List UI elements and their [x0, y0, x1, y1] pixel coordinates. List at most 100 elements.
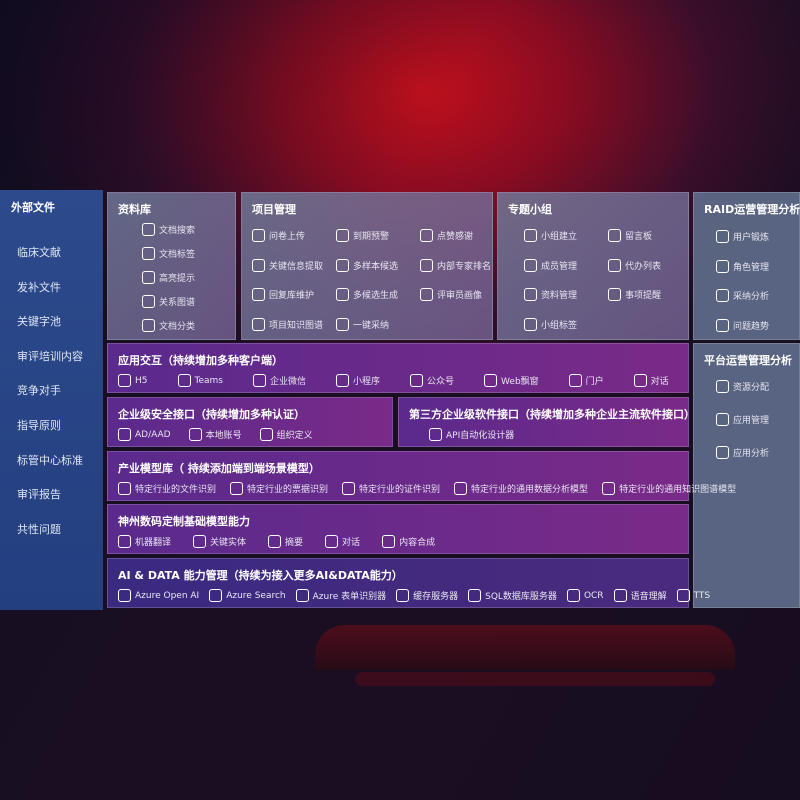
item-row: 机器翻译 关键实体 摘要 对话 内容合成	[118, 535, 457, 548]
menu-item[interactable]: 资源分配	[716, 380, 769, 393]
menu-item-label: 高亮提示	[159, 274, 196, 284]
menu-item[interactable]: 关键实体	[193, 535, 246, 548]
panel-title: 平台运营管理分析	[704, 354, 792, 367]
menu-item[interactable]: 摘要	[268, 535, 303, 548]
menu-item[interactable]: Web飘窗	[484, 374, 539, 387]
menu-item[interactable]: Teams	[177, 374, 223, 387]
menu-item[interactable]: Azure Search	[209, 589, 286, 602]
menu-item[interactable]: 高亮提示	[142, 271, 195, 284]
menu-item[interactable]: 小程序	[336, 374, 380, 387]
user-icon	[420, 288, 433, 301]
teams-icon	[177, 374, 191, 387]
menu-item[interactable]: 资料管理	[524, 288, 577, 301]
menu-item[interactable]: 企业微信	[252, 374, 306, 387]
panel-title: AI & DATA 能力管理（持续为接入更多AI&DATA能力）	[118, 569, 403, 582]
menu-item[interactable]: AD/AAD	[118, 428, 171, 441]
puzzle-icon	[336, 288, 349, 301]
menu-item[interactable]: 角色管理	[716, 259, 770, 273]
menu-item[interactable]: 应用管理	[716, 413, 769, 426]
sidebar-item[interactable]: 关键字池	[17, 315, 61, 329]
menu-item-label: 多样本候选	[353, 261, 399, 272]
panel-library: 资料库 文档搜索 文档标签 高亮提示 关系图谱 文档分类	[107, 192, 236, 340]
menu-item[interactable]: 组织定义	[259, 428, 313, 441]
tag-icon	[142, 247, 155, 260]
menu-item[interactable]: 用户锻炼	[716, 230, 769, 243]
sidebar-item[interactable]: 标管中心标准	[17, 453, 83, 467]
menu-item[interactable]: 语音理解	[613, 589, 667, 602]
menu-item[interactable]: 本地账号	[188, 428, 242, 441]
menu-item[interactable]: 特定行业的证件识别	[342, 482, 440, 495]
panel-raid: RAID运营管理分析 用户锻炼 角色管理 采纳分析 问题趋势	[693, 192, 800, 340]
menu-item[interactable]: 内部专家排名	[420, 258, 491, 272]
menu-item[interactable]: 文档分类	[142, 319, 195, 332]
stand-base-decoration	[355, 672, 715, 686]
sidebar-item[interactable]: 指导原则	[17, 419, 61, 432]
menu-item[interactable]: 文档标签	[142, 247, 195, 260]
id-card-icon	[716, 230, 729, 243]
menu-item[interactable]: 事项提醒	[608, 288, 661, 301]
menu-item[interactable]: OCR	[566, 589, 604, 602]
menu-item[interactable]: 多候选生成	[336, 288, 398, 301]
menu-item[interactable]: API自动化设计器	[429, 428, 514, 441]
menu-item-label: 角色管理	[733, 262, 770, 273]
menu-item[interactable]: 问卷上传	[252, 229, 305, 242]
menu-item[interactable]: 采纳分析	[716, 289, 769, 302]
menu-item[interactable]: 小组标签	[524, 317, 577, 331]
menu-item[interactable]: 内容合成	[382, 535, 435, 548]
menu-item[interactable]: SQL数据库服务器	[468, 589, 557, 602]
menu-item[interactable]: TTS	[676, 589, 710, 602]
menu-item-label: 小程序	[353, 377, 381, 387]
menu-item[interactable]: 关系图谱	[142, 295, 195, 308]
item-row: API自动化设计器	[429, 428, 514, 441]
ranking-icon	[420, 258, 433, 272]
sidebar-item[interactable]: 审评培训内容	[17, 349, 83, 363]
mini-program-icon	[336, 374, 349, 387]
sidebar-item[interactable]: 临床文献	[17, 246, 61, 259]
menu-item[interactable]: Azure Open AI	[118, 589, 199, 602]
menu-item[interactable]: 对话	[633, 374, 669, 387]
sidebar-item[interactable]: 竞争对手	[17, 384, 61, 398]
html5-icon	[118, 374, 131, 387]
menu-item[interactable]: 机器翻译	[118, 535, 171, 548]
menu-item[interactable]: 多样本候选	[336, 258, 399, 272]
menu-item[interactable]: 点赞感谢	[420, 229, 473, 242]
sidebar-item[interactable]: 共性问题	[17, 522, 61, 536]
chart-icon	[454, 482, 468, 495]
menu-item[interactable]: 留言板	[608, 229, 652, 242]
edit-icon	[252, 288, 265, 301]
menu-item[interactable]: 项目知识图谱	[252, 317, 323, 331]
menu-item[interactable]: 缓存服务器	[396, 589, 458, 602]
menu-item[interactable]: 小组建立	[524, 229, 577, 242]
menu-item[interactable]: 评审员画像	[420, 288, 482, 301]
org-icon	[259, 428, 273, 441]
menu-item[interactable]: 公众号	[410, 374, 454, 387]
menu-item[interactable]: 一键采纳	[336, 317, 389, 331]
sidebar-item[interactable]: 审评报告	[17, 488, 61, 502]
sidebar-item[interactable]: 发补文件	[17, 280, 61, 294]
menu-item[interactable]: 应用分析	[716, 446, 769, 459]
menu-item[interactable]: 特定行业的通用数据分析模型	[454, 482, 588, 495]
menu-item[interactable]: 门户	[568, 374, 604, 387]
chat-icon	[325, 535, 339, 548]
menu-item[interactable]: Azure 表单识别器	[295, 589, 386, 602]
menu-item[interactable]: 代办列表	[608, 258, 661, 272]
menu-item[interactable]: 关键信息提取	[252, 258, 323, 272]
menu-item[interactable]: 成员管理	[524, 258, 577, 272]
graph-icon	[142, 295, 155, 308]
menu-item-label: 对话	[342, 538, 361, 548]
menu-item[interactable]: 到期预警	[336, 229, 389, 242]
menu-item[interactable]: 特定行业的票据识别	[230, 482, 328, 495]
receipt-icon	[230, 482, 244, 495]
menu-item[interactable]: H5	[118, 374, 148, 387]
alarm-icon	[336, 229, 349, 242]
menu-item-label: 摘要	[285, 538, 304, 548]
menu-item[interactable]: 特定行业的通用知识图谱模型	[602, 482, 736, 495]
menu-item-label: OCR	[583, 590, 604, 601]
puzzle-icon	[382, 535, 396, 548]
menu-item[interactable]: 特定行业的文件识别	[118, 482, 216, 495]
menu-item[interactable]: 问题趋势	[716, 318, 769, 332]
menu-item[interactable]: 文档搜索	[142, 223, 195, 236]
menu-item[interactable]: 对话	[325, 535, 360, 548]
menu-item[interactable]: 回复库维护	[252, 288, 314, 301]
menu-item-label: 特定行业的文件识别	[135, 485, 217, 495]
